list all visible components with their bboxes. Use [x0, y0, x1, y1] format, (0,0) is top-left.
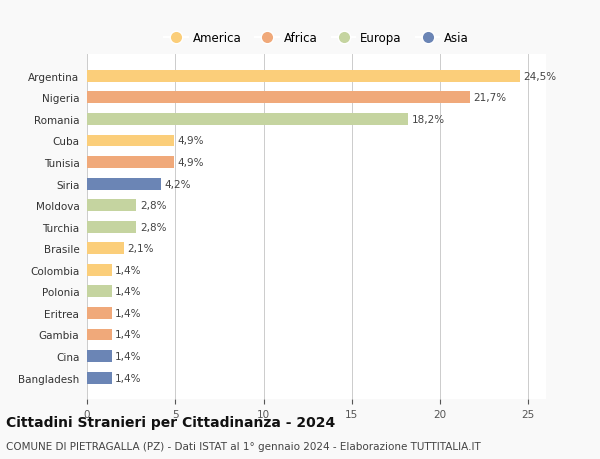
Text: 4,9%: 4,9%: [177, 158, 203, 168]
Legend: America, Africa, Europa, Asia: America, Africa, Europa, Asia: [162, 30, 471, 48]
Text: 1,4%: 1,4%: [115, 373, 142, 383]
Text: 4,9%: 4,9%: [177, 136, 203, 146]
Bar: [87, 200, 136, 212]
Text: 2,8%: 2,8%: [140, 222, 166, 232]
Bar: [87, 114, 408, 126]
Text: 2,1%: 2,1%: [128, 244, 154, 254]
Bar: [87, 157, 173, 168]
Text: 1,4%: 1,4%: [115, 287, 142, 297]
Bar: [87, 178, 161, 190]
Text: 18,2%: 18,2%: [412, 115, 445, 125]
Bar: [87, 264, 112, 276]
Bar: [87, 350, 112, 362]
Text: COMUNE DI PIETRAGALLA (PZ) - Dati ISTAT al 1° gennaio 2024 - Elaborazione TUTTIT: COMUNE DI PIETRAGALLA (PZ) - Dati ISTAT …: [6, 441, 481, 451]
Bar: [87, 71, 520, 83]
Bar: [87, 372, 112, 384]
Bar: [87, 135, 173, 147]
Bar: [87, 92, 470, 104]
Bar: [87, 286, 112, 297]
Bar: [87, 329, 112, 341]
Text: 21,7%: 21,7%: [473, 93, 507, 103]
Text: 1,4%: 1,4%: [115, 308, 142, 318]
Text: 1,4%: 1,4%: [115, 330, 142, 340]
Text: 1,4%: 1,4%: [115, 265, 142, 275]
Bar: [87, 308, 112, 319]
Text: 2,8%: 2,8%: [140, 201, 166, 211]
Text: 4,2%: 4,2%: [164, 179, 191, 189]
Text: 24,5%: 24,5%: [523, 72, 556, 82]
Text: 1,4%: 1,4%: [115, 351, 142, 361]
Text: Cittadini Stranieri per Cittadinanza - 2024: Cittadini Stranieri per Cittadinanza - 2…: [6, 415, 335, 429]
Bar: [87, 243, 124, 255]
Bar: [87, 221, 136, 233]
